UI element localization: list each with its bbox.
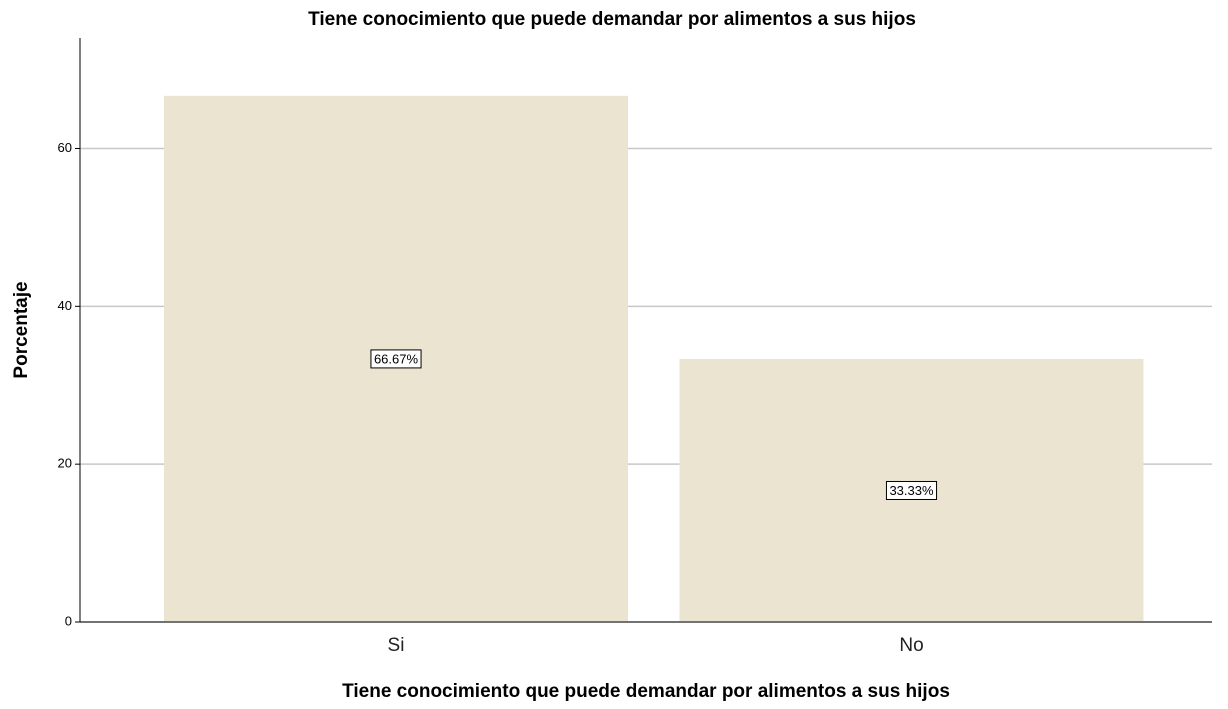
y-axis-label: Porcentaje (11, 281, 32, 378)
data-label-box (370, 349, 422, 369)
x-tick-label: No (899, 635, 923, 656)
y-tick-label: 0 (65, 613, 72, 628)
x-axis-label: Tiene conocimiento que puede demandar po… (342, 681, 950, 702)
data-label: 33.33% (889, 483, 934, 498)
y-tick-label: 60 (58, 140, 72, 155)
data-label: 66.67% (374, 351, 419, 366)
x-tick-label: Si (388, 635, 405, 656)
data-label-box (885, 480, 938, 500)
y-tick-label: 40 (58, 298, 72, 313)
chart-title: Tiene conocimiento que puede demandar po… (308, 9, 916, 30)
y-tick-label: 20 (58, 456, 72, 471)
